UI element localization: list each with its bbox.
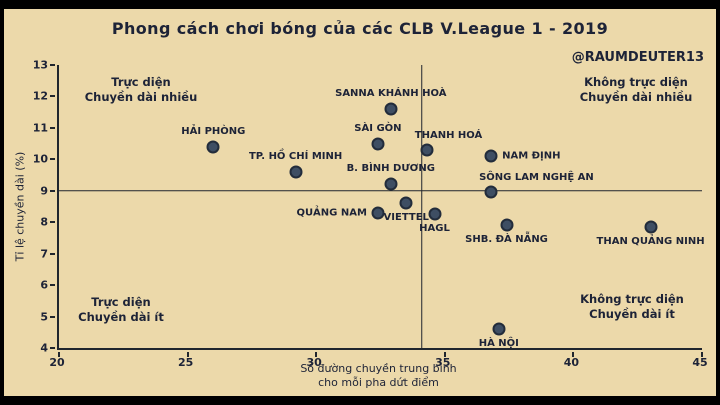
- x-axis-label-line: Số đường chuyền trung bình: [300, 362, 457, 375]
- y-tick-label: 11: [32, 121, 48, 135]
- quadrant-label-bottom-right: Không trực diện Chuyền dài ít: [552, 292, 712, 322]
- quadrant-label-top-right: Không trực diện Chuyền dài nhiều: [556, 75, 716, 105]
- x-tick-mark: [186, 352, 189, 357]
- y-tick-label: 5: [40, 310, 48, 324]
- data-point-label: TP. HỒ CHÍ MINH: [248, 150, 343, 162]
- y-tick-mark: [50, 95, 55, 98]
- data-point-label: B. BÌNH DƯƠNG: [346, 163, 435, 175]
- data-point-label: NAM ĐỊNH: [502, 150, 561, 162]
- data-point: [420, 143, 434, 157]
- x-tick-mark: [315, 352, 318, 357]
- data-point: [384, 102, 398, 116]
- vertical-reference-line: [420, 65, 423, 348]
- y-tick-mark: [50, 126, 55, 129]
- data-point-label: QUẢNG NAM: [296, 207, 367, 219]
- quadrant-label-line: Trực diện: [111, 75, 171, 89]
- y-tick-mark: [50, 64, 55, 66]
- data-point: [371, 137, 385, 151]
- data-point: [371, 206, 385, 220]
- y-tick-mark: [50, 221, 55, 224]
- data-point-label: VIETTEL: [383, 212, 429, 224]
- data-point: [399, 196, 413, 210]
- y-tick-label: 4: [40, 341, 48, 355]
- data-point: [428, 207, 441, 221]
- y-tick-labels: 4 5 6 7 8 9 10 11 12 13: [4, 59, 52, 355]
- x-tick-label: 25: [177, 356, 194, 369]
- quadrant-label-top-left: Trực diện Chuyền dài nhiều: [66, 75, 216, 105]
- data-point-label: THANH HOÁ: [414, 129, 483, 141]
- x-tick-label: 30: [306, 356, 322, 369]
- y-tick-mark: [50, 315, 55, 318]
- quadrant-label-line: Chuyền dài ít: [589, 307, 675, 321]
- quadrant-label-bottom-left: Trực diện Chuyền dài ít: [46, 295, 196, 325]
- data-point: [500, 218, 514, 232]
- y-tick-label: 10: [32, 152, 48, 166]
- x-tick-label: 40: [563, 356, 580, 369]
- data-point: [644, 220, 658, 234]
- data-point: [206, 140, 220, 154]
- y-tick-label: 6: [40, 278, 48, 292]
- x-axis-label: Số đường chuyền trung bình cho mỗi pha d…: [57, 362, 700, 390]
- x-tick-labels: 20 25 30 35 40 45: [49, 356, 707, 370]
- data-point-label: SHB. ĐÀ NẴNG: [465, 234, 548, 246]
- data-point-label: HẢI PHÒNG: [181, 125, 246, 137]
- x-tick-label: 45: [692, 356, 708, 369]
- data-point-label: SÀI GÒN: [354, 122, 402, 134]
- chart-title: Phong cách chơi bóng của các CLB V.Leagu…: [111, 19, 609, 38]
- y-tick-mark: [50, 189, 55, 192]
- x-tick-label: 35: [435, 356, 451, 369]
- data-point-label: HAGL: [419, 223, 450, 235]
- y-tick-mark: [50, 284, 55, 287]
- y-tick-label: 13: [32, 58, 48, 72]
- horizontal-reference-line: [59, 190, 702, 192]
- data-point: [484, 185, 498, 199]
- x-tick-mark: [572, 352, 575, 357]
- data-point-label: SANNA KHÁNH HOÀ: [335, 88, 447, 100]
- data-point: [289, 165, 303, 179]
- y-axis-label: Tỉ lệ chuyền dài (%): [13, 151, 27, 262]
- y-tick-label: 7: [40, 247, 48, 261]
- chart-canvas: Phong cách chơi bóng của các CLB V.Leagu…: [4, 9, 716, 396]
- y-tick-mark: [50, 252, 55, 255]
- x-tick-mark: [701, 352, 703, 357]
- quadrant-label-line: Trực diện: [91, 295, 151, 309]
- x-tick-label: 20: [49, 356, 65, 369]
- quadrant-label-line: Chuyền dài nhiều: [579, 90, 693, 104]
- data-point-label: THAN QUẢNG NINH: [596, 235, 705, 247]
- data-point: [492, 322, 506, 336]
- y-tick-mark: [50, 347, 55, 349]
- y-tick-label: 12: [32, 89, 48, 103]
- quadrant-label-line: Không trực diện: [580, 292, 684, 306]
- quadrant-label-line: Chuyền dài nhiều: [84, 90, 198, 104]
- quadrant-label-line: Chuyền dài ít: [78, 310, 164, 324]
- data-point: [484, 149, 498, 163]
- y-tick-label: 8: [40, 215, 48, 229]
- data-point-label: SÔNG LAM NGHỆ AN: [479, 172, 594, 184]
- x-tick-mark: [443, 352, 446, 357]
- x-axis-label-line: cho mỗi pha dứt điểm: [318, 376, 439, 389]
- data-point-label: HÀ NỘI: [478, 338, 519, 350]
- y-tick-label: 9: [40, 184, 48, 198]
- watermark-text: @RAUMDEUTER13: [571, 50, 704, 65]
- quadrant-label-line: Không trực diện: [584, 75, 688, 89]
- plot-area: HẢI PHÒNG TP. HỒ CHÍ MINH SANNA KHÁNH HOÀ S…: [50, 64, 705, 357]
- x-tick-mark: [58, 352, 60, 357]
- data-point: [384, 177, 398, 191]
- y-tick-mark: [50, 158, 55, 161]
